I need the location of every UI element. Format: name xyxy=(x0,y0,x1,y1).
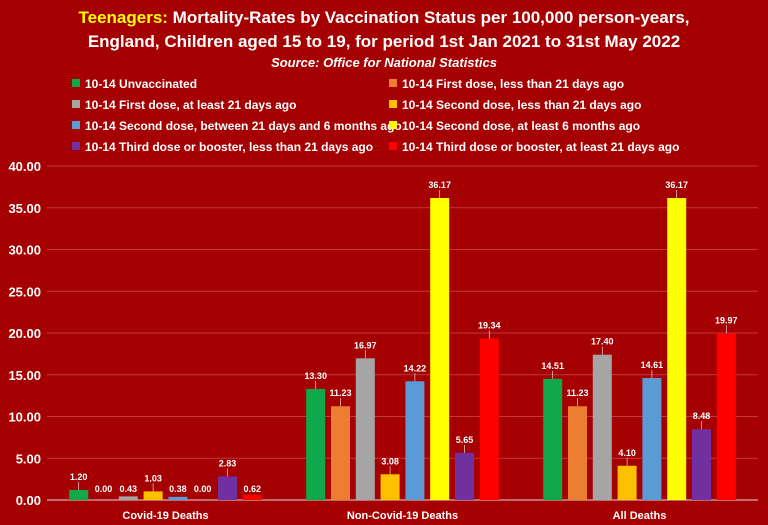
y-tick-label: 0.00 xyxy=(16,493,41,508)
legend-label: 10-14 First dose, at least 21 days ago xyxy=(85,98,297,112)
y-tick-label: 15.00 xyxy=(8,368,41,383)
data-label: 14.61 xyxy=(641,360,664,370)
data-label: 0.00 xyxy=(95,484,113,494)
x-tick-label: Non-Covid-19 Deaths xyxy=(347,510,458,522)
legend-label: 10-14 Third dose or booster, at least 21… xyxy=(402,140,680,154)
data-label: 0.62 xyxy=(244,484,262,494)
y-tick-label: 40.00 xyxy=(8,159,41,174)
data-label: 36.17 xyxy=(428,180,451,190)
data-label: 36.17 xyxy=(665,180,688,190)
bar xyxy=(355,358,375,500)
data-label: 17.40 xyxy=(591,337,614,347)
bar xyxy=(430,197,450,500)
bar xyxy=(331,406,350,500)
title-lead: Teenagers: xyxy=(78,8,168,27)
y-tick-label: 5.00 xyxy=(16,451,41,466)
data-label: 14.22 xyxy=(404,363,427,373)
legend-swatch xyxy=(72,79,80,87)
data-label: 5.65 xyxy=(456,435,474,445)
bar xyxy=(642,378,662,500)
legend-item: 10-14 First dose, at least 21 days ago xyxy=(72,98,296,112)
bar xyxy=(168,496,188,500)
title-rest: Mortality-Rates by Vaccination Status pe… xyxy=(167,8,690,27)
legend-swatch xyxy=(389,79,397,87)
data-label: 16.97 xyxy=(354,340,377,350)
chart-source: Source: Office for National Statistics xyxy=(271,55,497,70)
y-tick-label: 30.00 xyxy=(8,243,41,258)
y-tick-label: 10.00 xyxy=(8,410,41,425)
legend-label: 10-14 Second dose, between 21 days and 6… xyxy=(85,119,402,133)
data-label: 13.30 xyxy=(304,371,327,381)
bar xyxy=(543,378,563,500)
legend-label: 10-14 Unvaccinated xyxy=(85,77,198,91)
data-label: 14.51 xyxy=(541,361,564,371)
legend-item: 10-14 Second dose, less than 21 days ago xyxy=(389,98,641,112)
data-label: 19.97 xyxy=(715,315,738,325)
y-tick-label: 20.00 xyxy=(8,326,41,341)
data-label: 4.10 xyxy=(618,448,636,458)
bar xyxy=(143,491,163,500)
data-label: 1.20 xyxy=(70,472,88,482)
legend-label: 10-14 Second dose, less than 21 days ago xyxy=(402,98,642,112)
bar xyxy=(118,496,138,500)
bar xyxy=(242,494,262,500)
bar xyxy=(455,452,474,500)
y-tick-label: 25.00 xyxy=(8,284,41,299)
bar xyxy=(479,338,499,500)
legend-swatch xyxy=(72,100,80,108)
legend-swatch xyxy=(389,121,397,129)
bar xyxy=(69,489,89,500)
legend-swatch xyxy=(389,142,397,150)
data-label: 3.08 xyxy=(381,456,399,466)
data-label: 8.48 xyxy=(693,411,711,421)
data-label: 11.23 xyxy=(566,388,588,398)
legend-swatch xyxy=(72,142,80,150)
data-label: 0.00 xyxy=(194,484,212,494)
data-label: 19.34 xyxy=(478,321,501,331)
legend-item: 10-14 Unvaccinated xyxy=(72,77,197,91)
legend-label: 10-14 Second dose, at least 6 months ago xyxy=(402,119,641,133)
x-tick-label: All Deaths xyxy=(613,510,667,522)
y-tick-label: 35.00 xyxy=(8,201,41,216)
bar xyxy=(692,429,711,500)
chart-title-line-2: England, Children aged 15 to 19, for per… xyxy=(87,32,681,51)
data-label: 11.23 xyxy=(329,388,351,398)
bar xyxy=(306,388,326,500)
bar xyxy=(592,354,612,500)
legend-item: 10-14 First dose, less than 21 days ago xyxy=(389,77,624,91)
bar xyxy=(380,474,400,500)
legend-swatch xyxy=(389,100,397,108)
data-label: 2.83 xyxy=(219,458,237,468)
legend-item: 10-14 Second dose, between 21 days and 6… xyxy=(72,119,402,133)
data-label: 0.38 xyxy=(169,484,187,494)
legend-swatch xyxy=(72,121,80,129)
data-label: 1.03 xyxy=(144,473,162,483)
legend-item: 10-14 Third dose or booster, at least 21… xyxy=(389,140,679,154)
bar xyxy=(617,465,637,500)
x-tick-label: Covid-19 Deaths xyxy=(122,510,208,522)
bar xyxy=(568,406,587,500)
bar xyxy=(405,381,425,500)
bar xyxy=(716,333,736,500)
legend-item: 10-14 Third dose or booster, less than 2… xyxy=(72,140,373,154)
bar xyxy=(667,197,687,500)
legend-item: 10-14 Second dose, at least 6 months ago xyxy=(389,119,640,133)
legend-label: 10-14 Third dose or booster, less than 2… xyxy=(85,140,374,154)
legend-label: 10-14 First dose, less than 21 days ago xyxy=(402,77,625,91)
chart-title-line-1: Teenagers: Mortality-Rates by Vaccinatio… xyxy=(0,8,768,28)
bar xyxy=(218,476,237,500)
data-label: 0.43 xyxy=(120,484,138,494)
